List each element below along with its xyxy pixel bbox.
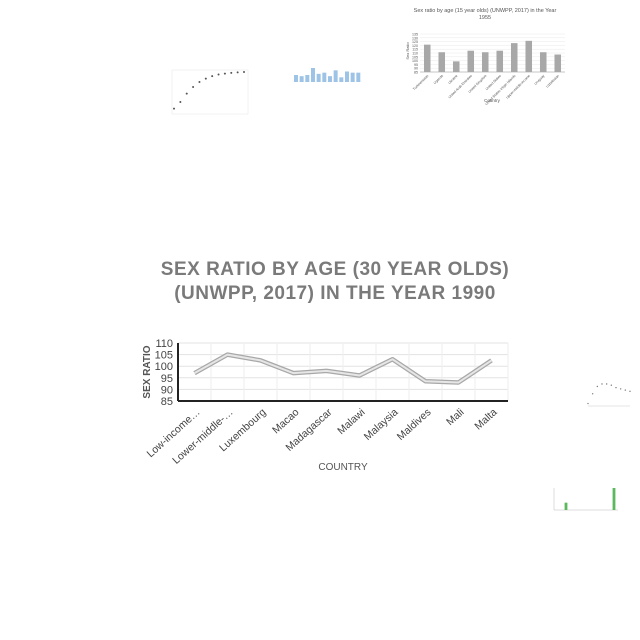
main-chart-title: SEX RATIO BY AGE (30 YEAR OLDS) (UNWPP, … (160, 259, 510, 304)
thumbnail-chart-2-bar (350, 72, 355, 82)
thumbnail-chart-2-bar (328, 76, 332, 82)
thumbnail-chart-3-bar (423, 44, 431, 72)
thumbnail-chart-4-point (629, 390, 631, 393)
thumbnail-chart-4-point (605, 383, 608, 385)
thumbnail-chart-1-point (217, 73, 220, 76)
thumbnail-chart-2-bar (294, 75, 298, 82)
main-chart-x-tick-label: Maldives (395, 406, 434, 443)
thumbnail-chart-2-bar (339, 77, 344, 82)
main-chart-y-tick-label: 85 (161, 396, 173, 408)
thumbnail-chart-3-y-tick-label: 130 (412, 36, 418, 40)
thumbnail-chart-1-point (243, 71, 245, 73)
thumbnail-chart-5-bar (564, 502, 568, 510)
main-chart-y-tick-label: 95 (161, 373, 173, 385)
thumbnail-chart-1-point (179, 101, 182, 103)
thumbnail-chart-3-ylabel: Sex Ratio (405, 42, 410, 60)
main-chart-y-tick-label: 110 (155, 338, 173, 350)
thumbnail-chart-4-point (587, 402, 589, 405)
thumbnail-chart-4-point (619, 388, 622, 390)
thumbnail-chart-3-x-tick-label: Ukraine (447, 74, 458, 85)
thumbnail-chart-1-point (211, 75, 214, 78)
thumbnail-chart-1-point (236, 71, 239, 74)
main-chart-y-tick-label: 105 (155, 350, 173, 362)
thumbnail-chart-3-y-tick-label: 125 (412, 40, 418, 44)
thumbnail-chart-3-y-tick-label: 110 (412, 52, 418, 56)
thumbnail-chart-4-point (591, 393, 594, 395)
thumbnail-chart-1-point (223, 72, 226, 75)
thumbnail-chart-3-bar (481, 52, 489, 72)
thumbnail-chart-2-bar (316, 73, 321, 82)
thumbnail-chart-1-point (198, 81, 201, 83)
thumbnail-chart-5-bar (612, 488, 616, 510)
thumbnail-chart-4 (582, 378, 634, 410)
thumbnail-chart-3-bar (525, 40, 533, 72)
thumbnail-chart-4-svg (582, 378, 634, 410)
thumbnail-chart-2-bar (322, 72, 327, 82)
main-chart-x-tick-label: Malta (472, 406, 499, 432)
thumbnail-chart-1-point (185, 92, 188, 95)
thumbnail-chart-3-y-tick-label: 95 (414, 63, 418, 67)
thumbnail-chart-3-bar (452, 61, 460, 72)
thumbnail-chart-2-bar (311, 68, 315, 82)
thumbnail-chart-2-bar (356, 72, 361, 82)
thumbnail-chart-2-svg (286, 52, 366, 114)
thumbnail-chart-3-bar (554, 54, 562, 72)
main-chart-y-tick-label: 90 (161, 384, 173, 396)
main-chart-x-tick-label: Mali (444, 406, 466, 428)
thumbnail-chart-3-title: Sex ratio by age (15 year olds) (UNWPP, … (413, 8, 557, 21)
main-chart-series-line (194, 353, 493, 384)
thumbnail-chart-3-y-tick-label: 115 (412, 48, 418, 52)
thumbnail-chart-3-y-tick-label: 120 (412, 44, 418, 48)
thumbnail-chart-2-bar (305, 75, 310, 82)
thumbnail-chart-3-x-tick-label: Uganda (433, 74, 444, 85)
main-chart-y-tick-label: 100 (155, 361, 173, 373)
main-chart-x-tick-label: Malaysia (362, 406, 401, 443)
thumbnail-chart-5-svg (544, 478, 622, 522)
thumbnail-chart-3-bar (510, 43, 518, 72)
thumbnail-chart-4-point (601, 383, 603, 385)
thumbnail-chart-3-y-tick-label: 135 (412, 33, 418, 37)
thumbnail-chart-3-svg: Sex Ratio Country 8590951001051101151201… (405, 33, 565, 106)
thumbnail-chart-1-svg (158, 62, 253, 122)
thumbnail-chart-3-y-tick-label: 85 (414, 71, 418, 75)
thumbnail-chart-3-xlabel: Country (484, 98, 501, 103)
main-chart-y-axis-label: SEX RATIO (142, 345, 153, 398)
thumbnail-chart-2-bar (333, 70, 338, 82)
thumbnail-chart-2-bar (345, 71, 349, 82)
thumbnail-chart-1-point (204, 77, 207, 80)
thumbnail-chart-4-point (596, 385, 599, 388)
thumbnail-chart-1-point (192, 86, 195, 88)
thumbnail-chart-1-point (230, 71, 233, 74)
thumbnail-chart-2 (286, 52, 366, 114)
thumbnail-chart-1 (158, 62, 253, 122)
main-chart-x-axis-label: COUNTRY (318, 462, 368, 473)
thumbnail-chart-3-bar (496, 50, 504, 72)
thumbnail-chart-4-point (615, 386, 617, 389)
thumbnail-chart-3-y-tick-label: 100 (412, 59, 418, 63)
thumbnail-chart-3: Sex ratio by age (15 year olds) (UNWPP, … (400, 6, 570, 106)
thumbnail-chart-3-bar (467, 50, 475, 72)
thumbnail-chart-3-bar (539, 52, 547, 72)
thumbnail-chart-5 (544, 478, 622, 522)
thumbnail-chart-4-point (610, 384, 613, 386)
thumbnail-chart-3-y-tick-label: 105 (412, 55, 418, 59)
thumbnail-chart-4-point (624, 389, 627, 391)
thumbnail-chart-1-point (173, 107, 175, 110)
thumbnail-chart-3-bar (438, 52, 446, 72)
thumbnail-chart-2-bar (299, 76, 304, 82)
thumbnail-chart-3-y-tick-label: 90 (414, 67, 418, 71)
